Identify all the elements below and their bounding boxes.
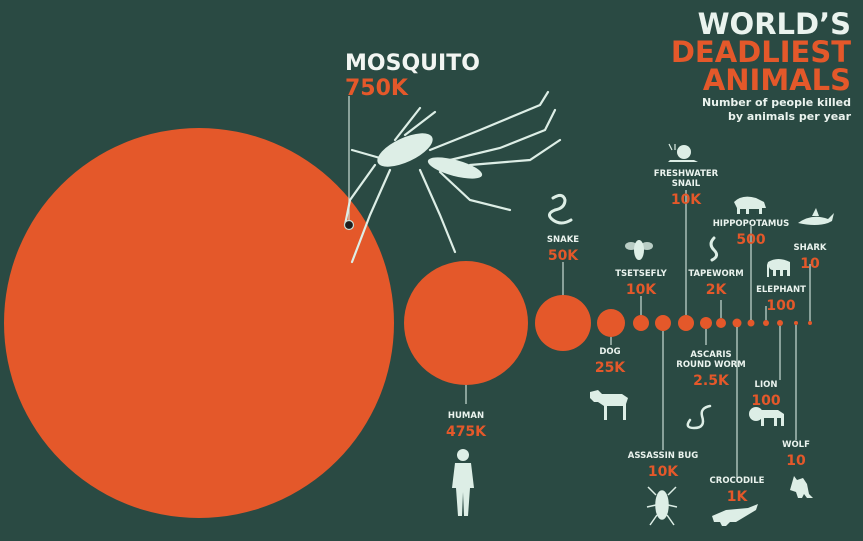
lion-icon [749, 407, 784, 426]
label-elephant: ELEPHANT [756, 285, 806, 295]
bubble-human [404, 261, 528, 385]
label-human: HUMAN [448, 411, 484, 421]
mosquito-icon [343, 90, 562, 264]
bubble-crocodile [732, 318, 742, 328]
label-freshwater-snail: FRESHWATER [654, 169, 719, 179]
bubble-layer [4, 128, 812, 518]
label-wolf: WOLF [782, 440, 810, 450]
label-lion: LION [755, 380, 778, 390]
value-assassin-bug: 10K [648, 464, 679, 480]
label-snake: SNAKE [547, 235, 579, 245]
mosquito-marker [343, 219, 355, 231]
leader-layer [348, 96, 811, 478]
tapeworm-icon [709, 236, 719, 262]
label-dog: DOG [599, 347, 620, 357]
value-shark: 10 [800, 256, 820, 272]
label-shark: SHARK [794, 243, 827, 253]
bubble-dog [597, 309, 625, 337]
value-tapeworm: 2K [706, 282, 728, 298]
label-tapeworm: TAPEWORM [688, 269, 743, 279]
label-tsetsefly: TSETSEFLY [615, 269, 667, 279]
bubble-shark [808, 321, 812, 325]
dog-icon [590, 390, 628, 420]
crocodile-icon [712, 504, 758, 526]
tsetse-fly-icon [625, 240, 653, 260]
label-ascaris-round-worm-2: ROUND WORM [676, 360, 745, 370]
wolf-icon [790, 476, 813, 498]
title-line-1: WORLD’S [698, 7, 851, 41]
bubble-lion [777, 320, 783, 326]
snake-icon [548, 193, 573, 225]
subtitle-line-1: Number of people killed [702, 96, 851, 109]
value-crocodile: 1K [727, 489, 749, 505]
snail-icon [668, 143, 698, 162]
bubble-tsetsefly [633, 315, 649, 331]
bubble-assassin-bug [655, 315, 671, 331]
round-worm-icon [686, 404, 712, 430]
value-mosquito: 750K [345, 76, 409, 101]
bubble-tapeworm [716, 318, 726, 328]
bubble-elephant [763, 320, 769, 326]
title-line-2: DEADLIEST [671, 35, 851, 69]
elephant-icon [767, 259, 790, 277]
bubble-hippopotamus [747, 319, 755, 327]
value-dog: 25K [595, 360, 626, 376]
label-assassin-bug: ASSASSIN BUG [628, 451, 698, 461]
label-ascaris-round-worm: ASCARIS [690, 350, 731, 360]
hippo-icon [734, 196, 766, 214]
bubble-freshwater-snail [678, 315, 694, 331]
value-lion: 100 [751, 393, 780, 409]
bubble-ascaris-round-worm [700, 317, 712, 329]
label-crocodile: CROCODILE [710, 476, 765, 486]
value-ascaris-round-worm: 2.5K [693, 373, 730, 389]
subtitle-line-2: by animals per year [728, 110, 852, 123]
title-line-3: ANIMALS [703, 63, 851, 97]
value-elephant: 100 [766, 298, 795, 314]
label-mosquito: MOSQUITO [345, 51, 480, 76]
value-hippopotamus: 500 [736, 232, 765, 248]
label-hippopotamus: HIPPOPOTAMUS [713, 219, 790, 229]
value-wolf: 10 [786, 453, 806, 469]
label-freshwater-snail-2: SNAIL [672, 179, 701, 189]
bubble-snake [535, 295, 591, 351]
bubble-wolf [794, 321, 798, 325]
shark-icon [798, 208, 834, 225]
value-human: 475K [446, 424, 487, 440]
human-icon [452, 449, 474, 516]
value-freshwater-snail: 10K [671, 192, 702, 208]
value-snake: 50K [548, 248, 579, 264]
bubble-mosquito [4, 128, 394, 518]
value-tsetsefly: 10K [626, 282, 657, 298]
assassin-bug-icon [646, 486, 678, 526]
